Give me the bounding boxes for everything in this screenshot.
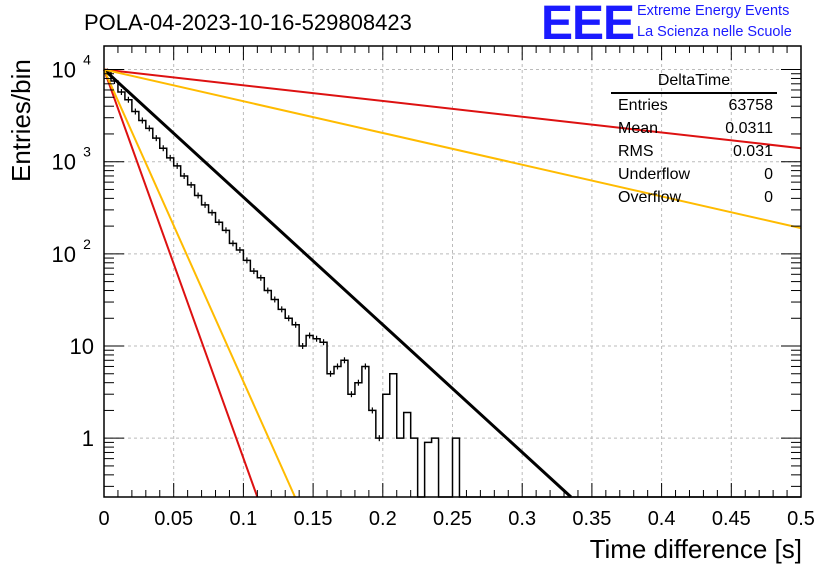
axes: 0 0.05 0.1 0.15 0.2 0.25 0.3 0.35 0.4 0.45 0.5 1 10 1… (52, 46, 815, 530)
y-tick-label: 1 (82, 426, 94, 451)
x-tick-label: 0.5 (787, 508, 815, 530)
logo-line-2: La Scienza nelle Scuole (637, 24, 792, 40)
logo-line-1: Extreme Energy Events (637, 3, 790, 19)
fit-line-2 (103, 68, 802, 230)
stats-label: Underflow (618, 166, 691, 183)
y-tick-label: 10 (52, 58, 76, 83)
stats-value: 0.0311 (725, 120, 773, 137)
y-tick-label: 10 (70, 334, 94, 359)
fit-line-3 (103, 69, 259, 498)
eee-logo: EEE (541, 0, 635, 50)
stats-label: RMS (618, 143, 654, 160)
stats-value: 0 (764, 189, 773, 206)
x-tick-label: 0.45 (712, 508, 751, 530)
x-tick-label: 0.1 (229, 508, 257, 530)
stats-value: 0.031 (732, 143, 773, 160)
stats-value: 63758 (728, 97, 774, 114)
x-tick-label: 0.2 (369, 508, 397, 530)
stats-row: RMS 0.031 (611, 140, 777, 163)
y-tick-exponent: 2 (83, 236, 91, 252)
y-tick-label: 10 (52, 150, 76, 175)
stats-value: 0 (764, 166, 773, 183)
stats-row: Entries 63758 (611, 94, 777, 117)
x-tick-label: 0.4 (648, 508, 676, 530)
stats-title: DeltaTime (611, 70, 777, 94)
fit-line-1 (103, 68, 802, 150)
x-axis-label: Time difference [s] (589, 534, 802, 564)
fit-line-4 (103, 69, 296, 498)
chart-title: POLA-04-2023-10-16-529808423 (84, 10, 412, 35)
stats-row: Underflow 0 (611, 163, 777, 186)
x-tick-label: 0.15 (294, 508, 333, 530)
x-tick-label: 0.3 (508, 508, 536, 530)
x-tick-label: 0.25 (433, 508, 472, 530)
stats-box: DeltaTime Entries 63758 Mean 0.0311 RMS … (611, 70, 777, 209)
stats-row: Overflow 0 (611, 186, 777, 209)
y-axis-label: Entries/bin (6, 59, 36, 182)
fit-curves (102, 68, 802, 499)
stats-label: Mean (618, 120, 659, 137)
x-tick-label: 0.05 (154, 508, 193, 530)
stats-row: Mean 0.0311 (611, 117, 777, 140)
x-tick-label: 0 (98, 508, 109, 530)
y-tick-exponent: 3 (83, 144, 91, 160)
y-tick-label: 10 (52, 242, 76, 267)
fit-line-0 (102, 68, 573, 499)
x-tick-label: 0.35 (572, 508, 611, 530)
y-tick-exponent: 4 (83, 52, 91, 68)
stats-label: Overflow (618, 189, 682, 206)
stats-label: Entries (618, 97, 668, 114)
